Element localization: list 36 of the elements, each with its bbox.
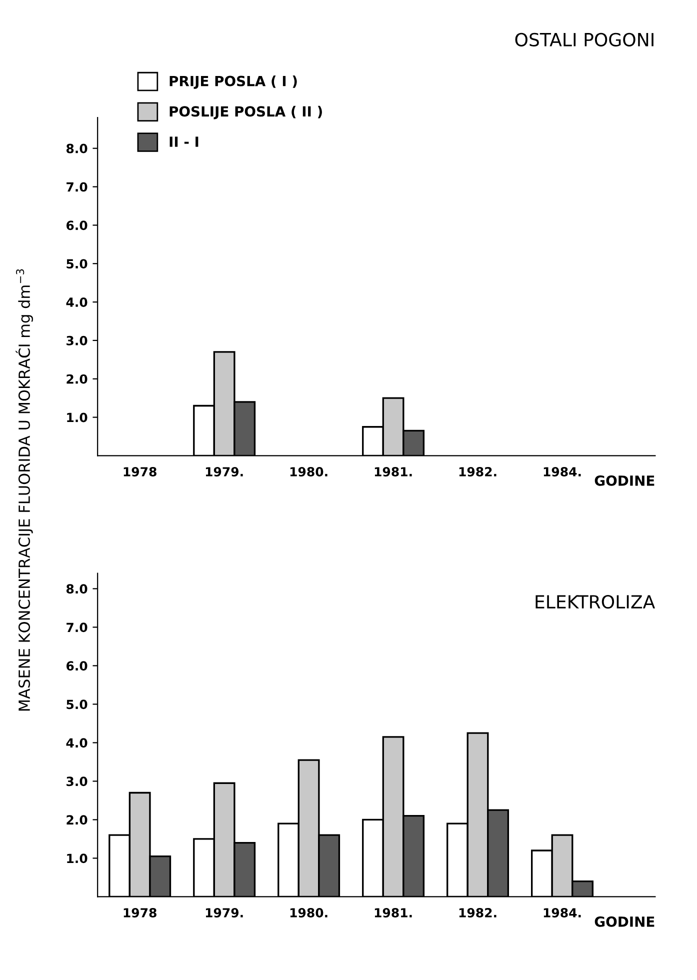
x-tick-label: 1984.	[544, 908, 581, 918]
y-tick-label: 7.0	[66, 182, 88, 192]
y-tick-label: 1.0	[67, 854, 88, 864]
x-tick-label: 1980.	[290, 908, 328, 918]
y-tick-label: 2.0	[66, 815, 88, 825]
x-tick-label: 1981.	[374, 467, 412, 476]
x-tick-label: 1979.	[206, 908, 243, 918]
x-tick-label: 1980.	[290, 467, 328, 476]
y-tick-label: 6.0	[66, 661, 88, 671]
y-tick-label: 5.0	[66, 259, 88, 269]
chart-title: OSTALI POGONI	[515, 32, 654, 46]
x-tick-label: 1978	[124, 467, 156, 476]
x-tick-label: 1978	[124, 908, 156, 918]
y-tick-label: 3.0	[66, 336, 88, 346]
x-tick-label: 1982.	[459, 908, 496, 918]
y-tick-label: 3.0	[66, 776, 88, 786]
y-tick-label: 8.0	[66, 584, 88, 594]
text: ELEKTROLIZA	[536, 594, 656, 609]
y-tick-label: 4.0	[66, 297, 88, 307]
y-tick-label: 6.0	[66, 220, 88, 230]
y-tick-label: 2.0	[66, 374, 88, 384]
legend-label: POSLIJE POSLA ( II )	[170, 106, 322, 120]
y-axis-title: MASENE KONCENTRACIJE FLUORIDA U MOKRAĆI mg dm$^{−3}$	[16, 269, 33, 711]
y-tick-label: 5.0	[66, 700, 88, 710]
x-tick-label: 1982.	[459, 467, 496, 476]
x-tick-label: 1984.	[544, 467, 581, 476]
legend-label: II - I	[170, 136, 198, 147]
legend-label: PRIJE POSLA ( I )	[170, 76, 297, 89]
x-tick-label: 1979.	[206, 467, 243, 476]
y-tick-label: 1.0	[67, 412, 88, 422]
x-axis-title: GODINE	[594, 475, 654, 486]
y-tick-label: 4.0	[66, 738, 88, 748]
y-tick-label: 8.0	[66, 144, 88, 154]
x-tick-label: 1981.	[374, 908, 412, 918]
y-tick-label: 7.0	[66, 622, 88, 632]
x-axis-title: GODINE	[594, 916, 654, 927]
